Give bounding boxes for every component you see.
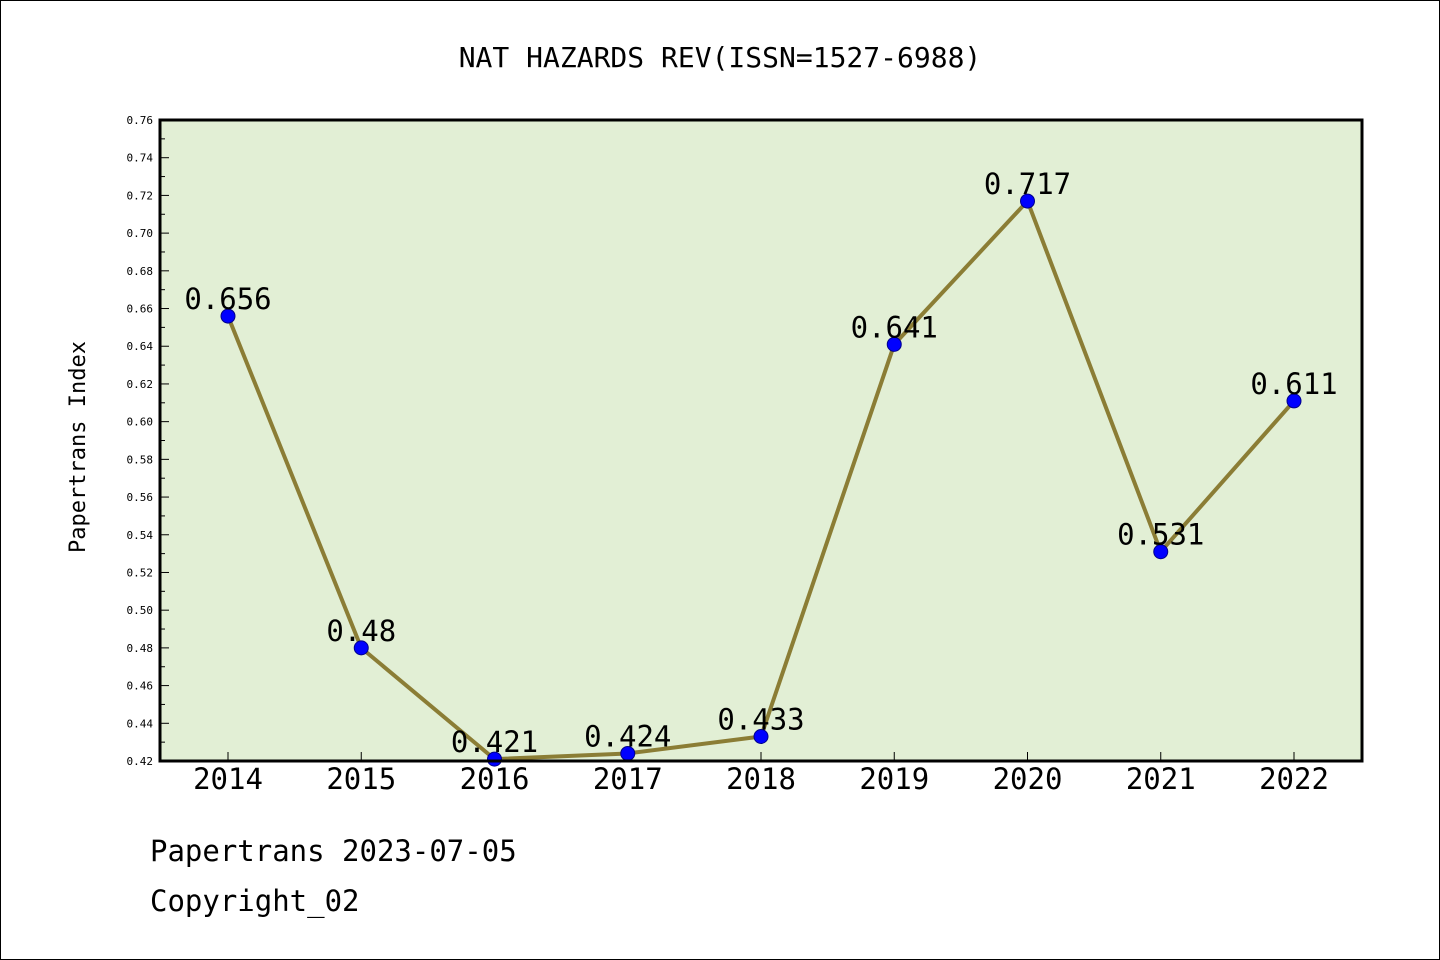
y-tick-label: 0.56 xyxy=(127,491,154,504)
data-label: 0.531 xyxy=(1117,518,1204,552)
y-tick-label: 0.48 xyxy=(127,642,154,655)
y-tick-label: 0.46 xyxy=(127,680,154,693)
y-tick-label: 0.64 xyxy=(127,340,154,353)
data-point xyxy=(1020,193,1035,209)
data-point xyxy=(1153,544,1169,560)
data-markers xyxy=(220,193,1302,767)
data-label: 0.421 xyxy=(451,725,538,759)
x-tick-label: 2019 xyxy=(859,762,929,796)
x-tick-label: 2015 xyxy=(326,762,396,796)
y-tick-label: 0.74 xyxy=(127,152,154,165)
footer-date-text: Papertrans 2023-07-05 xyxy=(150,834,517,868)
footer-copyright-text: Copyright_02 xyxy=(150,884,360,918)
y-tick-label: 0.76 xyxy=(127,114,154,127)
data-point xyxy=(487,751,502,767)
y-axis-label: Papertrans Index xyxy=(66,341,91,553)
data-label: 0.433 xyxy=(717,702,804,736)
y-tick-label: 0.66 xyxy=(127,303,154,316)
data-label: 0.48 xyxy=(326,614,396,648)
x-tick-label: 2018 xyxy=(726,762,796,796)
data-point xyxy=(220,308,236,324)
data-point xyxy=(886,336,902,352)
x-tick-label: 2016 xyxy=(460,762,530,796)
y-tick-label: 0.60 xyxy=(127,416,154,429)
data-label: 0.611 xyxy=(1250,367,1337,401)
y-tick-label: 0.52 xyxy=(127,566,154,579)
y-tick-label: 0.72 xyxy=(127,189,154,202)
y-tick-label: 0.58 xyxy=(127,453,154,466)
y-tick-label: 0.50 xyxy=(127,604,154,617)
chart-title: NAT HAZARDS REV(ISSN=1527-6988) xyxy=(459,41,982,74)
data-point xyxy=(753,728,769,744)
data-point xyxy=(1286,393,1302,409)
data-point xyxy=(353,640,369,656)
data-label: 0.717 xyxy=(984,167,1071,201)
y-tick-label: 0.62 xyxy=(127,378,154,391)
data-label: 0.424 xyxy=(584,719,671,753)
data-label: 0.656 xyxy=(184,282,271,316)
data-labels: 0.656 0.48 0.421 0.424 0.433 0.641 0.717 0.531 0… xyxy=(184,167,1337,759)
y-tick-label: 0.68 xyxy=(127,265,154,278)
x-tick-label: 2020 xyxy=(993,762,1063,796)
y-tick-label: 0.70 xyxy=(127,227,154,240)
y-tick-label: 0.54 xyxy=(127,529,154,542)
y-tick-label: 0.44 xyxy=(127,717,154,730)
plot-border xyxy=(158,118,1364,763)
data-label: 0.641 xyxy=(851,310,938,344)
x-axis: 2014 2015 2016 2017 2018 2019 2020 2021 2022 xyxy=(193,752,1329,796)
y-tick-label: 0.42 xyxy=(127,755,154,768)
x-tick-label: 2022 xyxy=(1259,762,1329,796)
x-tick-label: 2014 xyxy=(193,762,263,796)
x-tick-label: 2017 xyxy=(593,762,663,796)
x-tick-label: 2021 xyxy=(1126,762,1196,796)
plot-area xyxy=(160,120,1362,761)
